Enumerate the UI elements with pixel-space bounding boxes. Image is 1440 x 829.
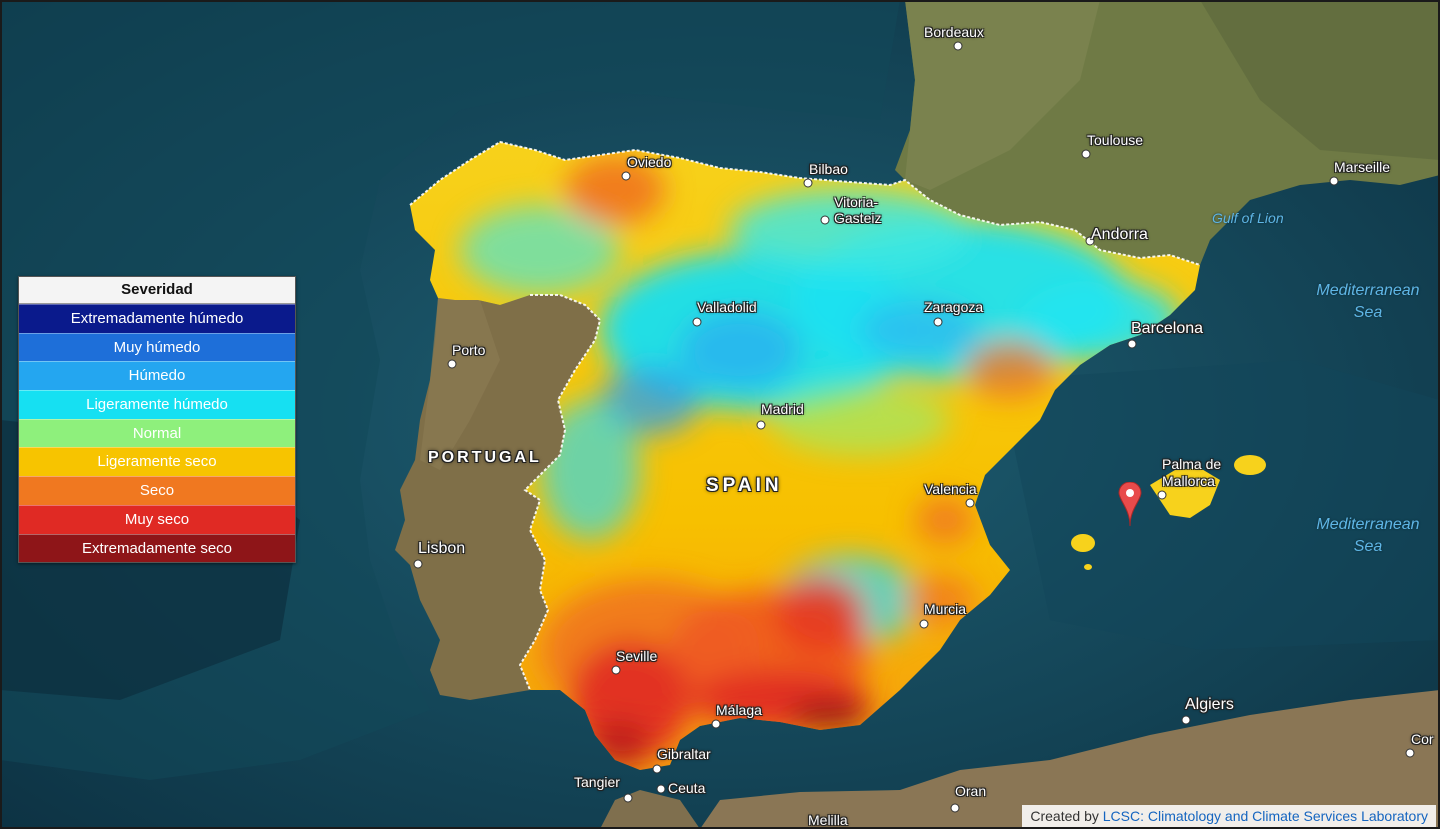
city-dot	[1127, 339, 1137, 349]
city-label-seville: Seville	[616, 648, 658, 664]
attribution-prefix: Created by	[1030, 808, 1103, 824]
city-label-zaragoza: Zaragoza	[924, 299, 984, 315]
city-label-algiers: Algiers	[1185, 696, 1234, 713]
city-dot	[953, 41, 963, 51]
legend-title: Severidad	[19, 277, 295, 304]
city-dot	[1157, 490, 1167, 500]
legend-item: Normal	[19, 418, 295, 448]
city-label-barcelona: Barcelona	[1131, 320, 1204, 337]
city-label-oviedo: Oviedo	[627, 154, 672, 170]
city-label-madrid: Madrid	[761, 401, 804, 417]
city-dot	[623, 793, 633, 803]
city-dot	[621, 171, 631, 181]
legend-item: Seco	[19, 476, 295, 505]
city-dot	[611, 665, 621, 675]
sea-label-mediterranean-north: Mediterranean Sea	[1316, 282, 1420, 321]
city-label-murcia: Murcia	[924, 601, 967, 617]
city-label-palma: Palma de Mallorca	[1162, 456, 1222, 489]
city-dot	[711, 719, 721, 729]
city-label-melilla: Melilla	[808, 812, 848, 828]
city-label-valladolid: Valladolid	[697, 299, 757, 315]
city-label-malaga: Málaga	[716, 702, 762, 718]
city-dot	[933, 317, 943, 327]
city-dot	[656, 784, 666, 794]
city-dot	[447, 359, 457, 369]
city-dot	[756, 420, 766, 430]
city-dot	[652, 764, 662, 774]
legend-item: Muy húmedo	[19, 332, 295, 362]
city-dot	[803, 178, 813, 188]
city-label-gibraltar: Gibraltar	[657, 746, 711, 762]
city-dot	[1181, 715, 1191, 725]
city-label-bordeaux: Bordeaux	[924, 24, 984, 40]
country-label-spain: SPAIN	[706, 475, 783, 496]
city-dot	[692, 317, 702, 327]
legend-item: Extremadamente húmedo	[19, 304, 295, 333]
city-label-oran: Oran	[955, 783, 987, 799]
legend-item: Muy seco	[19, 504, 295, 534]
legend-item: Ligeramente seco	[19, 447, 295, 477]
city-dot	[1081, 149, 1091, 159]
legend-item: Extremadamente seco	[19, 533, 295, 563]
city-dot	[919, 619, 929, 629]
location-marker-icon[interactable]	[1118, 482, 1142, 526]
city-dot	[965, 498, 975, 508]
city-dot	[413, 559, 423, 569]
city-label-cor: Cor	[1411, 731, 1434, 747]
sea-label-gulf-of-lion: Gulf of Lion	[1212, 210, 1284, 226]
city-label-porto: Porto	[452, 342, 486, 358]
city-dot	[820, 215, 830, 225]
city-dot	[950, 803, 960, 813]
legend-items: Extremadamente húmedo Muy húmedo Húmedo Lig…	[19, 304, 295, 563]
sea-label-mediterranean-south: Mediterranean Sea	[1316, 516, 1420, 555]
city-label-andorra: Andorra	[1091, 226, 1148, 243]
city-label-bilbao: Bilbao	[809, 161, 848, 177]
attribution-link[interactable]: LCSC: Climatology and Climate Services L…	[1102, 808, 1428, 824]
severity-legend: Severidad Extremadamente húmedo Muy húmed…	[18, 276, 296, 564]
city-dot	[1085, 236, 1095, 246]
city-label-valencia: Valencia	[924, 481, 977, 497]
country-label-portugal: PORTUGAL	[428, 449, 542, 466]
attribution: Created by LCSC: Climatology and Climate…	[1022, 805, 1436, 827]
city-label-tangier: Tangier	[574, 774, 620, 790]
city-label-vitoria: Vitoria-Gasteiz	[834, 194, 882, 226]
city-label-marseille: Marseille	[1334, 159, 1391, 175]
city-dot	[1405, 748, 1415, 758]
city-label-toulouse: Toulouse	[1087, 132, 1144, 148]
legend-item: Húmedo	[19, 361, 295, 391]
city-label-lisbon: Lisbon	[418, 540, 466, 557]
legend-item: Ligeramente húmedo	[19, 390, 295, 419]
city-dot	[1329, 176, 1339, 186]
city-label-ceuta: Ceuta	[668, 780, 706, 796]
